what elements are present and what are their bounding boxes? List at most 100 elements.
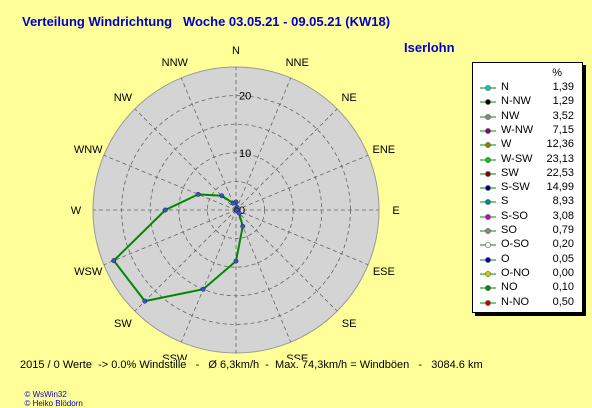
data-point xyxy=(240,223,246,229)
legend-value: 1,39 xyxy=(552,81,574,93)
grid-spoke xyxy=(235,154,369,211)
legend-label: N-NW xyxy=(501,95,531,108)
legend-item: W-SW 23,13 xyxy=(473,153,582,167)
data-point xyxy=(142,298,148,304)
credits: © WsWin32 © Heiko Blödorn xyxy=(20,381,91,408)
direction-label: NE xyxy=(341,92,356,104)
chart-title: Verteilung Windrichtung Woche 03.05.21 -… xyxy=(22,14,391,29)
direction-label: SSE xyxy=(286,353,308,360)
data-point xyxy=(162,207,168,213)
legend-label: N xyxy=(501,81,509,93)
legend-marker xyxy=(480,142,496,149)
legend-label: NW xyxy=(501,109,520,122)
legend-label: SO xyxy=(501,224,517,236)
legend-item: O 0,05 xyxy=(473,253,582,267)
legend-label: W xyxy=(501,138,512,151)
direction-label: NNW xyxy=(162,57,189,69)
legend-marker xyxy=(480,113,496,120)
direction-label: W xyxy=(71,205,82,217)
legend-value: 1,29 xyxy=(552,95,574,108)
legend-item: S 8,93 xyxy=(473,195,582,209)
legend-value: 12,36 xyxy=(546,138,574,151)
legend-marker xyxy=(480,199,496,206)
grid-spoke xyxy=(134,209,237,312)
legend-value: 0,79 xyxy=(552,224,574,236)
direction-label: SSW xyxy=(162,353,188,360)
legend-item: O-SO 0,20 xyxy=(473,238,582,252)
data-point xyxy=(200,286,206,292)
legend-value: 22,53 xyxy=(546,166,574,179)
legend-value: 14,99 xyxy=(546,181,574,194)
legend-item: NW 3,52 xyxy=(473,110,582,124)
legend-label: S-SO xyxy=(501,209,528,222)
legend-marker xyxy=(480,170,496,177)
legend-marker xyxy=(480,256,496,263)
legend: % N 1,39 N-NW 1,29 NW 3,52 W-NW 7,15 W 12,36 W-SW 2… xyxy=(472,62,583,313)
legend-label: W-SW xyxy=(501,152,533,165)
data-point xyxy=(219,193,225,199)
legend-item: SW 22,53 xyxy=(473,167,582,181)
legend-marker xyxy=(480,156,496,163)
grid-spoke xyxy=(235,108,338,211)
direction-label: WNW xyxy=(74,144,103,156)
direction-label: ESE xyxy=(373,266,395,278)
legend-item: S-SO 3,08 xyxy=(473,210,582,224)
direction-label: E xyxy=(392,205,399,217)
legend-marker xyxy=(480,285,496,292)
legend-value: 0,20 xyxy=(552,238,574,251)
legend-unit: % xyxy=(552,67,562,79)
legend-item: N-NO 0,50 xyxy=(473,296,582,310)
radial-tick-label: 10 xyxy=(239,148,251,160)
legend-marker xyxy=(480,270,496,277)
legend-label: NO xyxy=(501,281,518,294)
direction-label: WSW xyxy=(74,266,103,278)
legend-marker xyxy=(480,185,496,191)
station-name: Iserlohn xyxy=(404,40,455,55)
data-point xyxy=(230,200,236,206)
grid-spoke xyxy=(180,77,237,211)
direction-label: SE xyxy=(342,318,357,330)
legend-label: O-NO xyxy=(501,266,530,279)
legend-marker xyxy=(480,299,496,306)
footer-stats: 2015 / 0 Werte -> 0.0% Windstille - Ø 6,… xyxy=(20,359,483,371)
direction-label: NNE xyxy=(286,57,309,69)
legend-marker xyxy=(480,99,496,106)
legend-label: SW xyxy=(501,166,519,179)
credit-wswin: © WsWin32 xyxy=(24,390,67,399)
radial-tick-label: 20 xyxy=(239,91,251,103)
legend-item: W 12,36 xyxy=(473,138,582,152)
legend-item: NO 0,10 xyxy=(473,281,582,295)
legend-label: N-NO xyxy=(501,295,530,308)
data-point xyxy=(195,191,201,197)
legend-value: 3,08 xyxy=(552,209,574,222)
data-point xyxy=(111,258,117,264)
legend-label: O-SO xyxy=(501,238,530,251)
grid-spoke xyxy=(134,108,237,211)
legend-label: O xyxy=(501,252,510,265)
grid-spoke xyxy=(235,209,292,343)
grid-spoke xyxy=(180,209,237,343)
legend-value: 7,15 xyxy=(552,123,574,136)
wind-rose-chart: NNNENEENEEESESESSESSSWSWWSWWWNWNWNNW0102… xyxy=(71,45,400,360)
legend-item: O-NO 0,00 xyxy=(473,267,582,281)
data-point xyxy=(233,258,239,264)
legend-item: SO 0,79 xyxy=(473,224,582,238)
grid-spoke xyxy=(103,154,237,211)
legend-value: 23,13 xyxy=(546,152,574,165)
legend-label: S xyxy=(501,195,509,208)
legend-value: 8,93 xyxy=(552,195,574,208)
data-point xyxy=(236,210,242,216)
grid-spoke xyxy=(235,209,369,266)
legend-item: N 1,39 xyxy=(473,81,582,95)
legend-value: 0,05 xyxy=(552,252,574,265)
legend-marker xyxy=(480,228,496,234)
legend-marker xyxy=(480,242,496,249)
direction-label: NW xyxy=(114,92,133,104)
legend-item: S-SW 14,99 xyxy=(473,181,582,195)
legend-value: 0,50 xyxy=(552,295,574,308)
legend-marker xyxy=(480,85,496,91)
direction-label: N xyxy=(232,45,240,57)
legend-marker xyxy=(480,213,496,220)
direction-label: ENE xyxy=(373,144,396,156)
legend-value: 0,00 xyxy=(552,266,574,279)
